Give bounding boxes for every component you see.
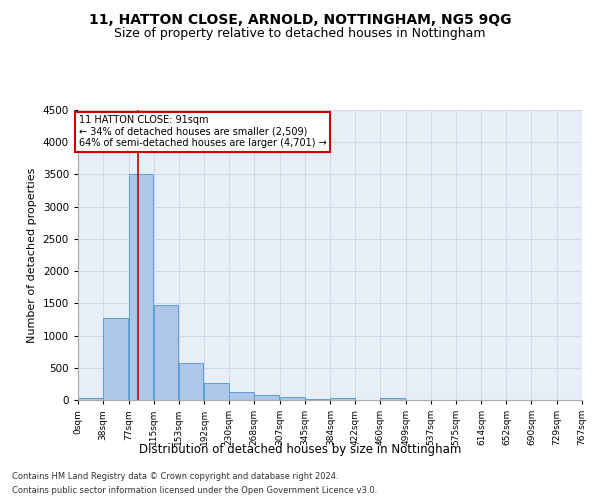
Bar bbox=[331, 398, 355, 400]
Y-axis label: Number of detached properties: Number of detached properties bbox=[27, 168, 37, 342]
Bar bbox=[280, 398, 305, 400]
Text: Distribution of detached houses by size in Nottingham: Distribution of detached houses by size … bbox=[139, 442, 461, 456]
Bar bbox=[229, 392, 254, 400]
Bar bbox=[179, 362, 203, 400]
Text: 11, HATTON CLOSE, ARNOLD, NOTTINGHAM, NG5 9QG: 11, HATTON CLOSE, ARNOLD, NOTTINGHAM, NG… bbox=[89, 12, 511, 26]
Bar bbox=[254, 395, 279, 400]
Bar bbox=[103, 318, 128, 400]
Text: Contains public sector information licensed under the Open Government Licence v3: Contains public sector information licen… bbox=[12, 486, 377, 495]
Bar bbox=[204, 382, 229, 400]
Bar bbox=[380, 398, 405, 400]
Bar bbox=[78, 398, 103, 400]
Bar bbox=[154, 306, 178, 400]
Text: Contains HM Land Registry data © Crown copyright and database right 2024.: Contains HM Land Registry data © Crown c… bbox=[12, 472, 338, 481]
Text: 11 HATTON CLOSE: 91sqm
← 34% of detached houses are smaller (2,509)
64% of semi-: 11 HATTON CLOSE: 91sqm ← 34% of detached… bbox=[79, 115, 326, 148]
Text: Size of property relative to detached houses in Nottingham: Size of property relative to detached ho… bbox=[114, 28, 486, 40]
Bar bbox=[305, 398, 329, 400]
Bar bbox=[129, 174, 154, 400]
